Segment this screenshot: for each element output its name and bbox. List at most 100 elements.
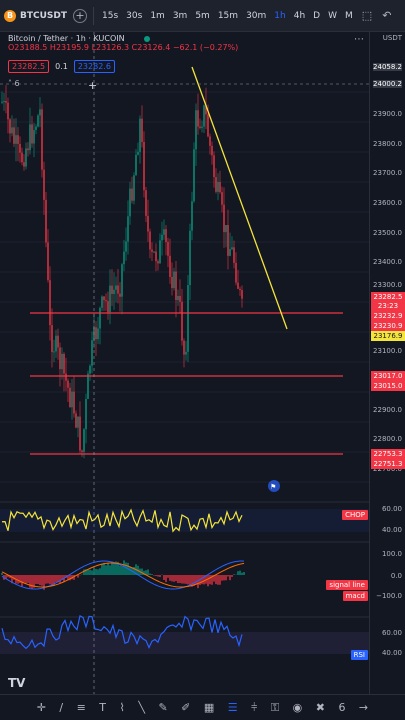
timeframe-4h[interactable]: 4h [293, 10, 306, 21]
macd-bar [211, 575, 213, 585]
timeframe-5m[interactable]: 5m [195, 10, 210, 21]
next-arrow-icon[interactable]: → [358, 701, 369, 714]
trendline-icon[interactable]: ∕ [59, 701, 64, 714]
macd-bar [21, 575, 23, 587]
signal-line [1, 562, 245, 588]
macd-bar [221, 575, 223, 581]
macd-bar [223, 575, 225, 581]
candle-body [229, 249, 231, 256]
flag-icon [268, 480, 280, 492]
crosshair-icon[interactable]: ✛ [36, 701, 46, 714]
chop-axis-40: 40.00 [381, 526, 402, 534]
candle-body [165, 229, 167, 243]
candle-body [207, 114, 209, 137]
candle-body [109, 285, 111, 313]
price-tag-red-3: 23017.0 [371, 371, 405, 381]
candle-body [15, 135, 17, 144]
bitcoin-icon: B [4, 9, 16, 22]
macd-bar [47, 575, 49, 584]
fib-icon[interactable]: ≡ [76, 701, 86, 714]
symbol-selector[interactable]: B BTCUSDT [0, 0, 67, 31]
trade-buttons: 23282.5 0.1 23282.6 [8, 60, 115, 73]
timeframe-15s[interactable]: 15s [102, 10, 119, 21]
signal-line-tag: signal line [326, 580, 368, 590]
macd-bar [191, 575, 193, 587]
price-chart[interactable]: + ⚑ [0, 32, 405, 694]
macd-bar [33, 575, 35, 588]
trash-icon[interactable]: ✖ [315, 701, 325, 714]
price-tag-red-6: 22751.3 [371, 459, 405, 469]
eye-icon[interactable]: ◉ [292, 701, 303, 714]
crosshair-cursor-icon: + [88, 79, 97, 92]
candle-body [103, 296, 105, 301]
page-number[interactable]: 6 [338, 701, 346, 714]
candle-body [143, 141, 145, 191]
price-tag-yellow: 23176.9 [371, 331, 405, 341]
candle-body [83, 429, 85, 452]
candle-body [157, 261, 159, 264]
price-tag-red-2: 23230.9 [371, 321, 405, 331]
macd-bar [163, 575, 165, 581]
ruler-icon[interactable]: ▦ [203, 701, 215, 714]
macd-bar [69, 575, 71, 581]
timeframe-1m[interactable]: 1m [150, 10, 165, 21]
candle-body [81, 450, 83, 452]
candle-body [29, 124, 31, 151]
candle-body [221, 192, 223, 205]
buy-button[interactable]: 23282.6 [73, 60, 115, 73]
candle-body [27, 148, 29, 151]
candle-body [11, 127, 13, 134]
timeframe-30s[interactable]: 30s [126, 10, 143, 21]
macd-bar [179, 575, 181, 584]
magnet-icon[interactable]: ⫩ [251, 700, 258, 714]
symbol-title[interactable]: Bitcoin / Tether · 1h · KUCOIN [8, 34, 125, 43]
brush-icon[interactable]: ✎ [158, 701, 168, 714]
candle-body [191, 201, 193, 231]
macd-tag: macd [342, 591, 368, 601]
candle-body [235, 262, 237, 283]
compare-add-button[interactable]: + [73, 8, 88, 23]
macd-bar [11, 575, 13, 584]
tradingview-logo: TV [8, 676, 26, 690]
candle-body [95, 327, 97, 340]
indicators-collapse[interactable]: ˄ 6 [8, 79, 20, 88]
candle-body [225, 225, 227, 233]
candle-body [65, 373, 67, 381]
candle-body [59, 347, 61, 370]
text-icon[interactable]: T [99, 701, 107, 714]
axis-label-13: 22700.0 [373, 465, 402, 473]
macd-bar [205, 575, 207, 584]
timeframe-D[interactable]: D [313, 10, 321, 21]
timeframe-M[interactable]: M [345, 10, 353, 21]
layers-icon[interactable]: ☰ [227, 701, 238, 714]
macd-bar [105, 565, 107, 575]
pencil-icon[interactable]: ✐ [181, 701, 191, 714]
macd-bar [51, 575, 53, 586]
candle-body [179, 295, 181, 302]
legend-more-icon[interactable]: ⋯ [354, 34, 364, 45]
candle-body [211, 145, 213, 156]
sell-button[interactable]: 23282.5 [8, 60, 50, 73]
macd-bar [13, 575, 15, 580]
lock-icon[interactable]: ⚿ [270, 700, 280, 714]
timeframe-1h[interactable]: 1h [274, 10, 286, 21]
candle-body [237, 282, 239, 289]
macd-bar [209, 575, 211, 585]
macd-bar [133, 566, 135, 575]
price-axis[interactable]: USDT 24058.2 24000.2 23900.0 23800.0 237… [369, 32, 405, 694]
timeframe-3m[interactable]: 3m [172, 10, 188, 21]
undo-icon[interactable]: ↶ [382, 9, 392, 22]
timeframe-15m[interactable]: 15m [217, 10, 239, 21]
candle-body [5, 100, 7, 103]
path-icon[interactable]: ⌇ [119, 701, 125, 714]
macd-histogram [1, 560, 245, 590]
chart-legend: Bitcoin / Tether · 1h · KUCOIN O23188.5 … [8, 34, 238, 52]
macd-axis-neg100: −100.0 [376, 592, 402, 600]
pattern-icon[interactable]: ╲ [138, 701, 145, 714]
price-tag-red-4: 23015.0 [371, 381, 405, 391]
macd-bar [31, 575, 33, 589]
timeframe-30m[interactable]: 30m [246, 10, 267, 21]
chart-type-icon[interactable]: ⬚ [361, 9, 373, 22]
macd-bar [213, 575, 215, 582]
timeframe-W[interactable]: W [328, 10, 338, 21]
